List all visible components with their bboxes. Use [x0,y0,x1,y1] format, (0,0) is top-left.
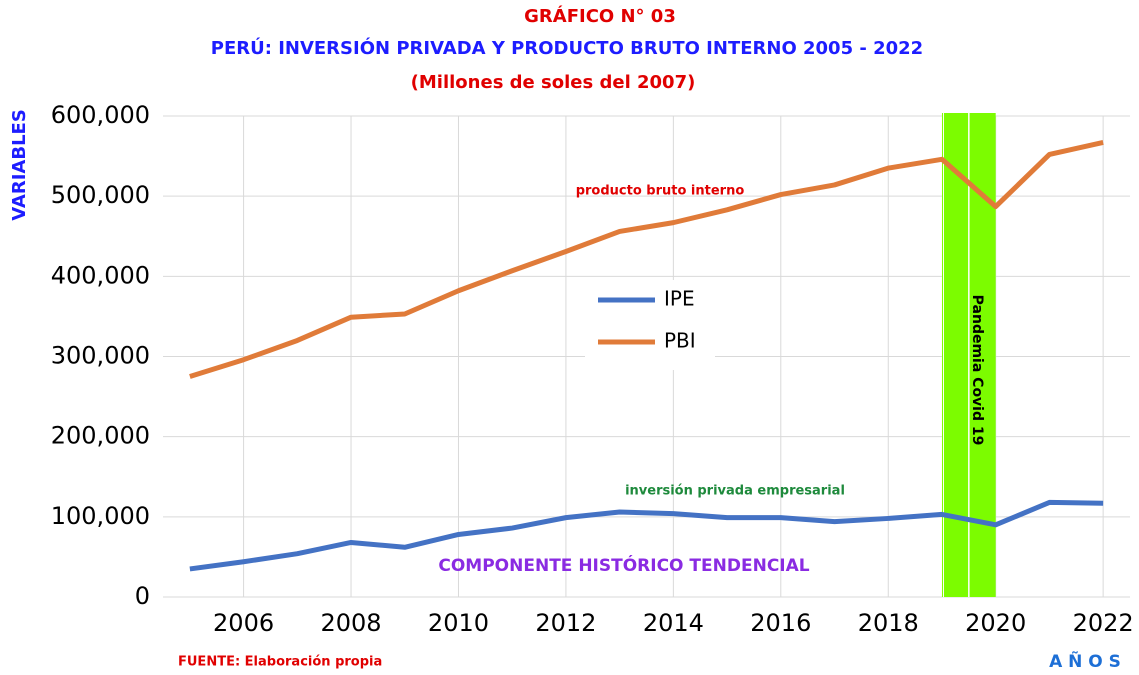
y-tick-label: 600,000 [51,101,150,129]
annotation: COMPONENTE HISTÓRICO TENDENCIAL [438,554,809,576]
series-line [189,499,1104,572]
band-label: Pandemia Covid 19 [969,295,985,446]
annotation: inversión privada empresarial [625,484,845,499]
chart-title: GRÁFICO N° 03 [524,5,676,27]
legend: IPE PBI [585,280,715,370]
y-tick-label: 400,000 [51,261,150,289]
legend-label: IPE [664,287,695,311]
x-tick-label: 2020 [965,609,1026,637]
series-line [189,140,1104,379]
x-tick-label: 2006 [213,609,274,637]
y-tick-label: 500,000 [51,181,150,209]
x-tick-label: 2008 [320,609,381,637]
y-tick-label: 0 [135,582,150,610]
y-axis-label: VARIABLES [9,109,30,221]
y-tick-label: 300,000 [51,342,150,370]
units-note: (Millones de soles del 2007) [411,72,696,93]
x-axis-label: A Ñ O S [1049,649,1121,672]
x-tick-label: 2018 [858,609,919,637]
x-tick-label: 2012 [535,609,596,637]
y-tick-label: 100,000 [51,502,150,530]
annotation: producto bruto interno [576,184,745,199]
x-tick-label: 2010 [428,609,489,637]
legend-box [585,280,715,370]
x-tick-label: 2014 [643,609,704,637]
y-tick-label: 200,000 [51,422,150,450]
x-tick-label: 2022 [1073,609,1134,637]
chart-subtitle: PERÚ: INVERSIÓN PRIVADA Y PRODUCTO BRUTO… [211,37,923,59]
legend-label: PBI [664,329,696,353]
source: FUENTE: Elaboración propia [178,655,382,670]
x-tick-label: 2016 [750,609,811,637]
